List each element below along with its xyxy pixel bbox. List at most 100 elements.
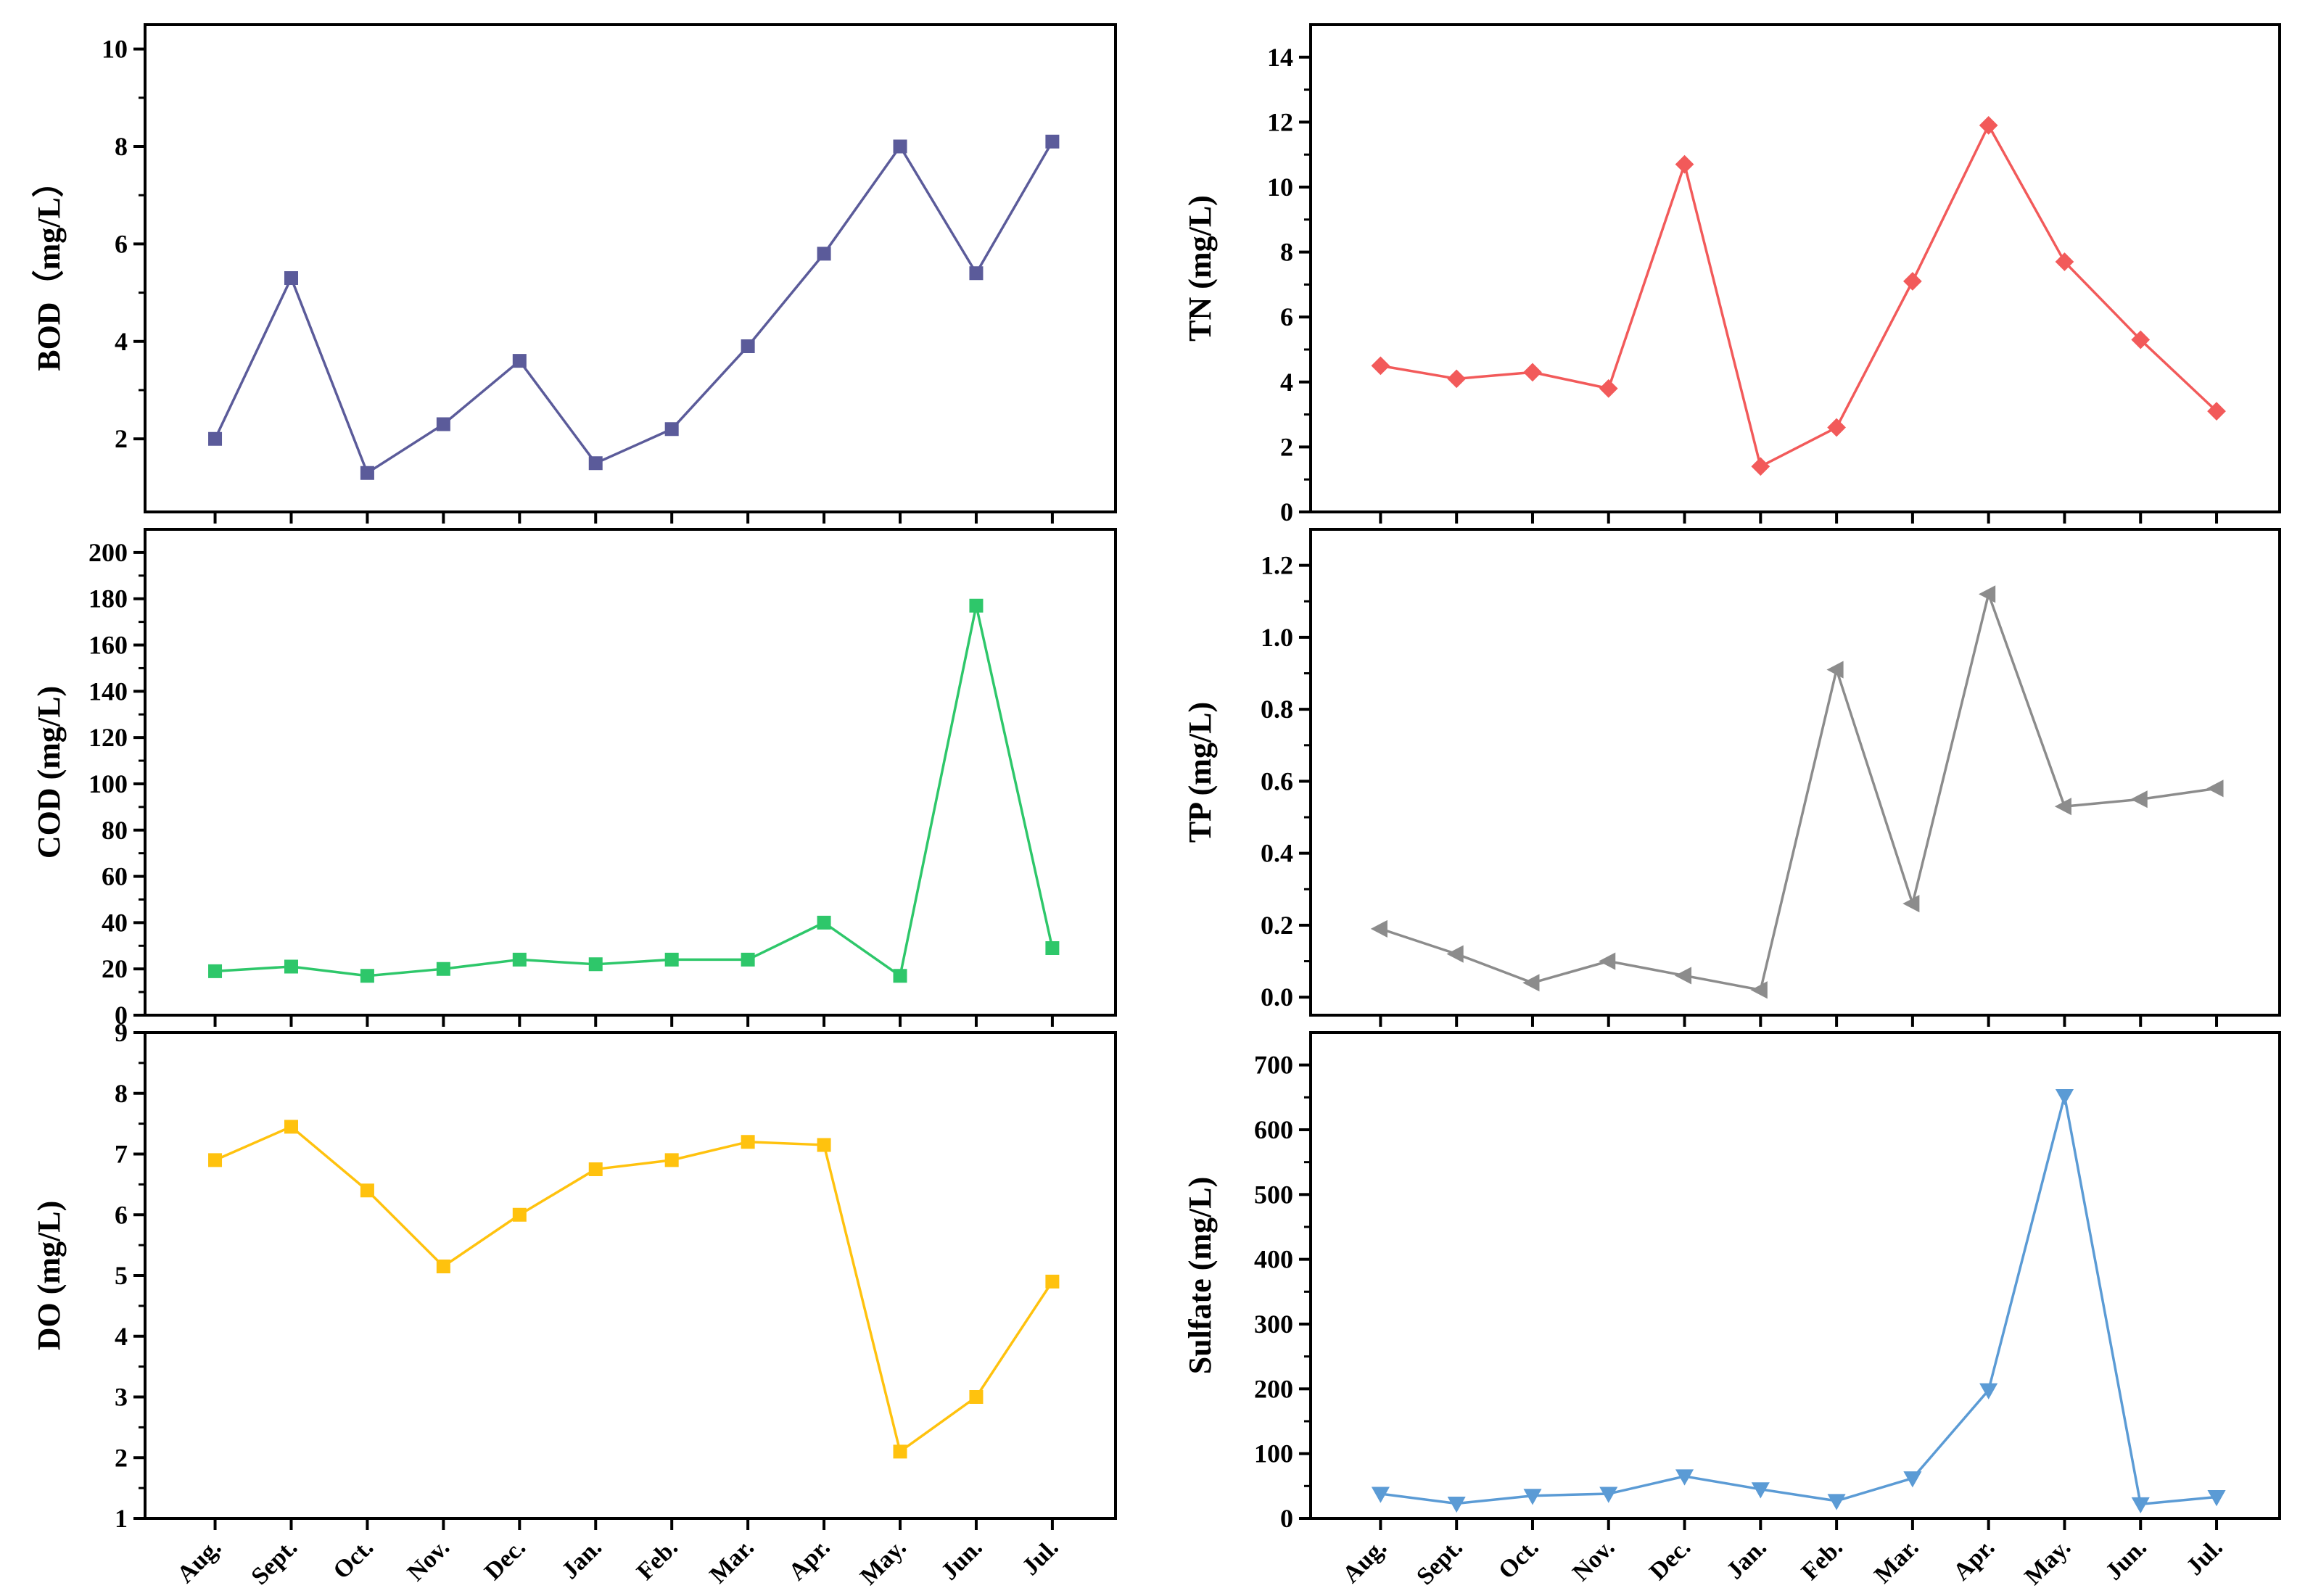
x-tick-label-do: Oct.: [329, 1534, 379, 1584]
y-tick-label-do: 9: [115, 1018, 128, 1047]
data-point-tn: [1675, 154, 1694, 174]
series-line-tn: [1380, 124, 2218, 468]
data-point-bod: [512, 354, 527, 368]
data-point-bod: [969, 266, 984, 281]
x-tick-label-sulfate: Oct.: [1493, 1534, 1544, 1584]
data-point-tn: [1903, 272, 1922, 291]
data-point-tn: [1447, 369, 1467, 389]
y-tick-label-cod: 20: [102, 954, 128, 983]
data-point-tp: [2206, 780, 2224, 798]
y-tick-label-cod: 120: [88, 723, 128, 752]
y-tick-label-tn: 8: [1280, 238, 1293, 267]
plot-frame-sulfate: [1309, 1031, 2281, 1520]
y-tick-label-cod: 180: [88, 584, 128, 613]
data-point-do: [436, 1259, 450, 1273]
y-tick-label-do: 6: [115, 1200, 128, 1229]
data-point-cod: [969, 598, 984, 613]
y-tick-label-do: 5: [115, 1261, 128, 1290]
data-point-do: [969, 1390, 984, 1404]
x-tick-label-sulfate: Jul.: [2181, 1534, 2227, 1580]
data-point-cod: [436, 962, 450, 976]
y-tick-label-cod: 140: [88, 677, 128, 706]
data-point-bod: [588, 456, 603, 471]
plot-frame-cod: [144, 528, 1117, 1017]
data-point-bod: [741, 339, 755, 354]
data-point-do: [817, 1138, 831, 1152]
data-point-sulfate: [1599, 1487, 1618, 1503]
data-point-do: [664, 1153, 679, 1167]
x-tick-label-sulfate: Jan.: [1721, 1534, 1772, 1584]
y-tick-label-sulfate: 400: [1254, 1245, 1293, 1274]
x-tick-label-sulfate: Aug.: [1337, 1534, 1392, 1588]
y-tick-label-bod: 8: [115, 132, 128, 161]
y-tick-label-tp: 0.6: [1261, 766, 1293, 795]
data-point-tp: [1599, 952, 1616, 970]
x-tick-label-do: Jul.: [1017, 1534, 1063, 1580]
y-tick-label-tp: 0.2: [1261, 911, 1293, 940]
y-tick-label-tn: 12: [1267, 107, 1293, 136]
y-tick-label-sulfate: 300: [1254, 1310, 1293, 1339]
y-axis-label-do: DO (mg/L): [31, 1201, 67, 1351]
y-tick-label-tn: 14: [1267, 43, 1293, 72]
data-point-do: [588, 1162, 603, 1176]
y-tick-label-do: 7: [115, 1140, 128, 1169]
y-tick-label-tp: 0.0: [1261, 983, 1293, 1012]
y-tick-label-sulfate: 0: [1280, 1504, 1293, 1533]
data-point-tp: [1446, 945, 1464, 963]
data-point-cod: [817, 915, 831, 930]
y-tick-label-cod: 160: [88, 631, 128, 660]
y-tick-label-bod: 4: [115, 327, 128, 356]
series-line-bod: [213, 141, 1054, 474]
chart-bod: 2 4 6 8 10 BOD（mg/L）: [31, 23, 1117, 524]
data-point-tp: [1750, 981, 1768, 999]
plot-frame-bod: [144, 23, 1117, 513]
y-tick-label-tp: 0.8: [1261, 695, 1293, 724]
data-point-bod: [284, 270, 298, 285]
x-tick-label-sulfate: Apr.: [1948, 1534, 2000, 1585]
data-point-tn: [2055, 252, 2074, 271]
y-tick-label-bod: 6: [115, 229, 128, 258]
data-point-bod: [664, 422, 679, 437]
x-tick-label-do: Dec.: [479, 1534, 531, 1585]
data-point-sulfate: [2055, 1089, 2074, 1106]
y-axis-label-tp: TP (mg/L): [1182, 702, 1218, 843]
y-tick-label-tp: 1.0: [1261, 623, 1293, 652]
y-tick-label-cod: 200: [88, 538, 128, 567]
data-point-sulfate: [1371, 1487, 1390, 1503]
y-tick-label-sulfate: 500: [1254, 1180, 1293, 1209]
x-tick-label-sulfate: Mar.: [1869, 1534, 1924, 1588]
x-tick-label-do: Aug.: [172, 1534, 226, 1588]
data-point-cod: [512, 952, 527, 967]
y-tick-label-do: 2: [115, 1443, 128, 1472]
data-point-do: [360, 1183, 374, 1198]
data-point-cod: [664, 952, 679, 967]
y-axis-label-tn: TN (mg/L): [1182, 195, 1218, 342]
data-point-tn: [1827, 418, 1846, 437]
y-tick-label-do: 8: [115, 1079, 128, 1108]
x-tick-label-do: Jun.: [936, 1534, 988, 1585]
data-point-sulfate: [1827, 1494, 1846, 1510]
chart-tn: 0 2 4 6 8 10 12 14 TN (mg/L): [1182, 23, 2281, 526]
y-tick-label-sulfate: 100: [1254, 1439, 1293, 1468]
data-point-tp: [1674, 967, 1692, 985]
data-point-cod: [284, 959, 298, 974]
y-tick-label-do: 4: [115, 1322, 128, 1351]
y-tick-label-bod: 10: [102, 35, 128, 64]
data-point-sulfate: [1675, 1469, 1694, 1486]
series-line-sulfate: [1380, 1094, 2217, 1506]
data-point-tp: [2130, 790, 2148, 809]
data-point-tn: [2207, 402, 2226, 421]
plot-frame-tp: [1309, 528, 2281, 1017]
data-point-tp: [1522, 974, 1540, 992]
chart-do: 1 2 3 4 5 6 7 8 9 Aug. Sept. Oct. Nov. Dec. Jan. Feb. Ma…: [31, 1018, 1117, 1590]
x-tick-label-do: Feb.: [632, 1534, 683, 1585]
y-tick-label-do: 3: [115, 1383, 128, 1412]
x-tick-label-sulfate: Feb.: [1797, 1534, 1848, 1585]
data-point-tn: [1523, 363, 1542, 382]
data-point-bod: [360, 466, 374, 480]
data-point-sulfate: [1979, 1383, 1998, 1399]
data-point-tp: [2054, 798, 2071, 816]
y-tick-label-tp: 1.2: [1261, 551, 1293, 580]
